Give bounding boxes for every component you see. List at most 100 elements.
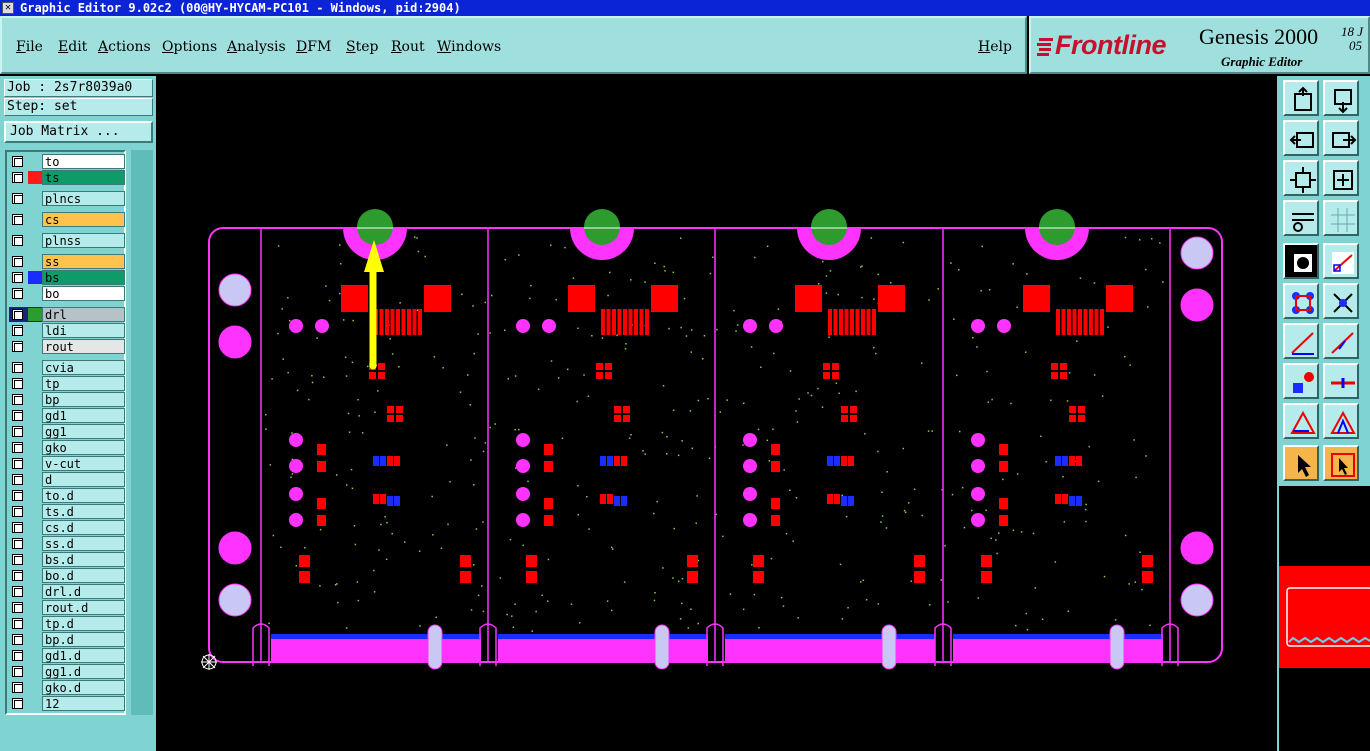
layer-row-cvia[interactable]: cvia	[9, 360, 125, 375]
layer-name[interactable]: bs	[42, 270, 125, 285]
layer-color-swatch[interactable]	[28, 192, 42, 205]
layer-name[interactable]: bs.d	[42, 552, 125, 567]
layer-checkbox[interactable]	[12, 554, 23, 565]
layer-name[interactable]: cs	[42, 212, 125, 227]
layer-color-swatch[interactable]	[28, 308, 42, 321]
layer-row-rout[interactable]: rout	[9, 339, 125, 354]
layer-row-v-cut[interactable]: v-cut	[9, 456, 125, 471]
layer-color-swatch[interactable]	[28, 287, 42, 300]
layer-name[interactable]: ss.d	[42, 536, 125, 551]
layer-color-swatch[interactable]	[28, 521, 42, 534]
menu-help[interactable]: Help	[978, 39, 1012, 55]
measure-button[interactable]	[1323, 243, 1359, 279]
layer-name[interactable]: drl	[42, 307, 125, 322]
layer-checkbox[interactable]	[12, 522, 23, 533]
layer-checkbox[interactable]	[12, 378, 23, 389]
layer-row-gg1[interactable]: gg1	[9, 424, 125, 439]
layer-name[interactable]: gd1.d	[42, 648, 125, 663]
zoom-fit-button[interactable]	[1323, 80, 1359, 116]
layer-checkbox[interactable]	[12, 490, 23, 501]
layer-row-cs[interactable]: cs	[9, 212, 125, 227]
snap-settings-button[interactable]	[1283, 200, 1319, 236]
menu-dfm[interactable]: DFM	[296, 39, 332, 55]
menu-options[interactable]: Options	[162, 39, 218, 55]
layer-row-tp-d[interactable]: tp.d	[9, 616, 125, 631]
layer-name[interactable]: gg1	[42, 424, 125, 439]
layer-row-ss[interactable]: ss	[9, 254, 125, 269]
line-add-button[interactable]	[1283, 323, 1319, 359]
cross-select-button[interactable]	[1323, 283, 1359, 319]
grid-button[interactable]	[1323, 200, 1359, 236]
overview-minimap[interactable]	[1279, 566, 1370, 668]
layer-row-gd1-d[interactable]: gd1.d	[9, 648, 125, 663]
layer-row-gg1-d[interactable]: gg1.d	[9, 664, 125, 679]
menu-edit[interactable]: Edit	[58, 39, 88, 55]
menu-windows[interactable]: Windows	[437, 39, 502, 55]
layer-row-drl-d[interactable]: drl.d	[9, 584, 125, 599]
menu-rout[interactable]: Rout	[391, 39, 425, 55]
layer-name[interactable]: d	[42, 472, 125, 487]
layer-name[interactable]: tp.d	[42, 616, 125, 631]
layer-row-cs-d[interactable]: cs.d	[9, 520, 125, 535]
pan-right-button[interactable]	[1323, 120, 1359, 156]
layer-color-swatch[interactable]	[28, 255, 42, 268]
layer-checkbox[interactable]	[12, 341, 23, 352]
layer-checkbox[interactable]	[12, 193, 23, 204]
layer-color-swatch[interactable]	[28, 409, 42, 422]
layer-color-swatch[interactable]	[28, 425, 42, 438]
layer-checkbox[interactable]	[12, 634, 23, 645]
zoom-home-button[interactable]	[1283, 80, 1319, 116]
layer-row-ss-d[interactable]: ss.d	[9, 536, 125, 551]
layer-row-to-d[interactable]: to.d	[9, 488, 125, 503]
connect-button[interactable]	[1283, 283, 1319, 319]
layer-color-swatch[interactable]	[28, 271, 42, 284]
layer-row-plnss[interactable]: plnss	[9, 233, 125, 248]
graphic-canvas[interactable]	[157, 76, 1277, 751]
layer-checkbox[interactable]	[12, 570, 23, 581]
layer-name[interactable]: bo	[42, 286, 125, 301]
layer-row-gko-d[interactable]: gko.d	[9, 680, 125, 695]
layer-checkbox[interactable]	[12, 426, 23, 437]
layer-checkbox[interactable]	[12, 442, 23, 453]
menu-step[interactable]: Step	[346, 39, 379, 55]
layer-checkbox[interactable]	[12, 538, 23, 549]
layer-color-swatch[interactable]	[28, 601, 42, 614]
layer-name[interactable]: ts	[42, 170, 125, 185]
layer-name[interactable]: gko.d	[42, 680, 125, 695]
layer-checkbox[interactable]	[12, 325, 23, 336]
layer-name[interactable]: 12	[42, 696, 125, 711]
layer-color-swatch[interactable]	[28, 697, 42, 710]
layer-checkbox[interactable]	[12, 362, 23, 373]
layer-name[interactable]: plncs	[42, 191, 125, 206]
layer-color-swatch[interactable]	[28, 633, 42, 646]
layer-color-swatch[interactable]	[28, 213, 42, 226]
layer-row-ts[interactable]: ts	[9, 170, 125, 185]
layer-color-swatch[interactable]	[28, 377, 42, 390]
layer-row-d[interactable]: d	[9, 472, 125, 487]
layer-color-swatch[interactable]	[28, 665, 42, 678]
layer-name[interactable]: rout	[42, 339, 125, 354]
layer-color-swatch[interactable]	[28, 505, 42, 518]
layer-name[interactable]: gd1	[42, 408, 125, 423]
select-pointer-button[interactable]	[1283, 445, 1319, 481]
layer-checkbox[interactable]	[12, 172, 23, 183]
layer-checkbox[interactable]	[12, 650, 23, 661]
layer-color-swatch[interactable]	[28, 617, 42, 630]
layer-checkbox[interactable]	[12, 288, 23, 299]
layer-name[interactable]: plnss	[42, 233, 125, 248]
layer-name[interactable]: gko	[42, 440, 125, 455]
layer-checkbox[interactable]	[12, 235, 23, 246]
layer-color-swatch[interactable]	[28, 340, 42, 353]
triangle-select-button[interactable]	[1323, 403, 1359, 439]
layer-color-swatch[interactable]	[28, 324, 42, 337]
pan-left-button[interactable]	[1283, 120, 1319, 156]
triangle-edit-button[interactable]	[1283, 403, 1319, 439]
layer-row-tp[interactable]: tp	[9, 376, 125, 391]
layer-row-rout-d[interactable]: rout.d	[9, 600, 125, 615]
layer-row-drl[interactable]: drl	[9, 307, 125, 322]
layer-name[interactable]: bp	[42, 392, 125, 407]
layer-color-swatch[interactable]	[28, 171, 42, 184]
layer-row-to[interactable]: to	[9, 154, 125, 169]
layer-color-swatch[interactable]	[28, 457, 42, 470]
layer-row-ts-d[interactable]: ts.d	[9, 504, 125, 519]
